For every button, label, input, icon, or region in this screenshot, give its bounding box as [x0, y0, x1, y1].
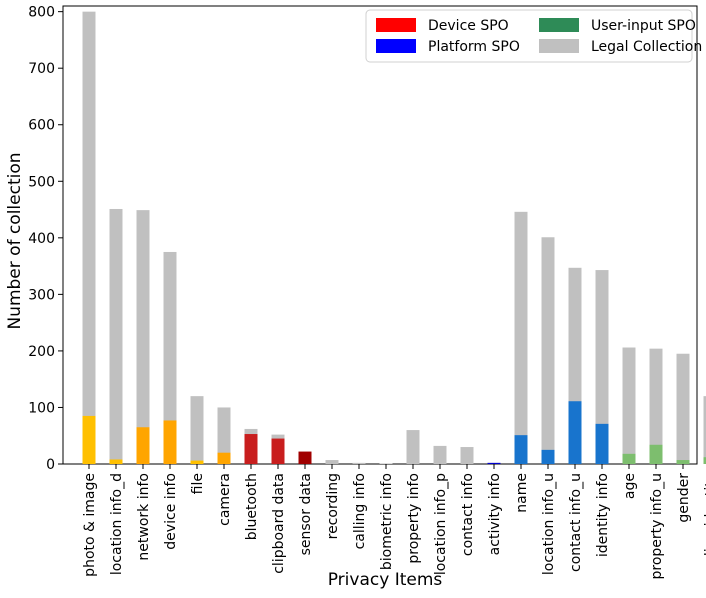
x-tick-label: contact info [460, 473, 476, 556]
y-tick-label: 500 [28, 174, 55, 190]
bar-spo [299, 452, 312, 464]
legend-swatch [376, 18, 416, 32]
y-tick-label: 700 [28, 61, 55, 77]
bar-legal-collection [623, 348, 636, 464]
y-tick-label: 800 [28, 5, 55, 21]
legend-swatch [376, 39, 416, 53]
x-tick-label: clipboard data [271, 473, 287, 574]
bar-legal-collection [110, 209, 123, 464]
x-tick-label: age [622, 473, 638, 499]
bar-spo [218, 453, 231, 464]
x-tick-label: biometric info [379, 473, 395, 570]
x-tick-label: location info_u [541, 473, 557, 575]
bar-legal-collection [407, 430, 420, 464]
legend-label: Device SPO [428, 18, 509, 34]
x-tick-label: file [190, 473, 206, 494]
y-tick-label: 100 [28, 400, 55, 416]
bar-spo [569, 401, 582, 464]
bar-spo [596, 424, 609, 464]
x-tick-label: network info [136, 473, 152, 561]
legend-label: User-input SPO [591, 18, 696, 34]
bar-spo [542, 450, 555, 464]
bar-legal-collection [353, 463, 366, 464]
bar-legal-collection [191, 396, 204, 464]
x-tick-label: contact info_u [568, 473, 584, 572]
bar-legal-collection [434, 446, 447, 464]
bar-legal-collection [83, 12, 96, 464]
bar-legal-collection [326, 460, 339, 464]
x-tick-label: bluetooth [244, 473, 260, 540]
bar-spo [110, 459, 123, 464]
x-tick-label: location info_d [109, 473, 125, 575]
bar-legal-collection [380, 463, 393, 464]
bar-spo [623, 454, 636, 464]
legend-swatch [539, 39, 579, 53]
bar-spo [191, 461, 204, 464]
bar-legal-collection [677, 354, 690, 464]
bar-spo [650, 445, 663, 464]
x-tick-label: activity info [487, 473, 503, 555]
legend-swatch [539, 18, 579, 32]
bar-spo [137, 427, 150, 464]
legend: Device SPO User-input SPO Platform SPO Lega… [366, 10, 702, 62]
bar-spo [83, 416, 96, 464]
x-tick-label: sensor data [298, 473, 314, 555]
x-tick-label: property info [406, 473, 422, 564]
plot-area: 0 100 200 300 400 500 600 700 800 photo & image lo… [28, 5, 706, 580]
bar-legal-collection [461, 447, 474, 464]
y-axis-label: Number of collection [5, 152, 25, 329]
y-tick-label: 0 [46, 457, 55, 473]
y-tick-label: 200 [28, 344, 55, 360]
y-tick-label: 400 [28, 231, 55, 247]
y-tick-label: 300 [28, 287, 55, 303]
bar-legal-collection [542, 237, 555, 464]
x-tick-label: location info_p [433, 473, 449, 575]
bar-spo [488, 463, 501, 464]
x-tick-label: camera [217, 473, 233, 526]
bar-spo [515, 435, 528, 464]
bar-legal-collection [515, 212, 528, 464]
bar-spo [272, 439, 285, 464]
x-tick-label: property info_u [649, 473, 665, 580]
x-tick-label: name [514, 473, 530, 513]
bar-spo [164, 420, 177, 464]
x-tick-label: gender [676, 473, 692, 523]
x-tick-label: photo & image [82, 473, 98, 577]
legend-label: Legal Collection [591, 39, 702, 55]
bar-spo [245, 434, 258, 464]
bar-spo [677, 460, 690, 464]
x-tick-label: identity info [595, 473, 611, 557]
x-tick-label: calling info [352, 473, 368, 549]
bar-legal-collection [137, 210, 150, 464]
x-tick-label: recording [325, 473, 341, 539]
x-tick-label: device info [163, 473, 179, 550]
x-axis-label: Privacy Items [328, 570, 443, 590]
legend-label: Platform SPO [428, 39, 520, 55]
y-tick-label: 600 [28, 118, 55, 134]
